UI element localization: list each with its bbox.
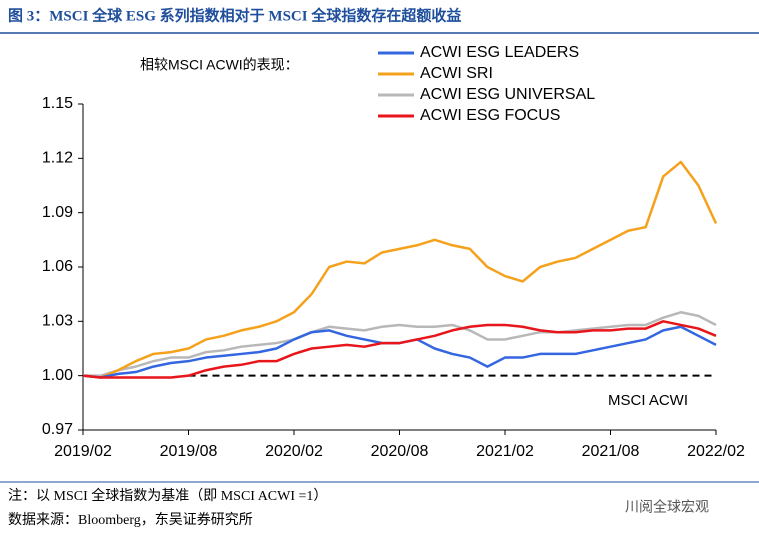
source: 数据来源：Bloomberg，东吴证券研究所: [8, 512, 253, 528]
x-tick-label: 2019/08: [160, 443, 218, 460]
series-line: [82, 160, 718, 379]
y-tick-label: 1.09: [42, 204, 73, 221]
x-tick-label: 2020/08: [371, 443, 429, 460]
y-tick-label: 1.15: [42, 95, 73, 112]
baseline-label: MSCI ACWI: [608, 392, 688, 409]
x-tick-label: 2019/02: [54, 443, 112, 460]
x-tick-label: 2022/02: [687, 443, 745, 460]
y-tick-label: 1.06: [42, 258, 73, 275]
watermark: 川阅全球宏观: [625, 499, 709, 515]
legend-label: ACWI SRI: [420, 65, 493, 82]
y-tick-label: 0.97: [42, 421, 73, 438]
y-tick-label: 1.00: [42, 367, 73, 384]
legend-label: ACWI ESG UNIVERSAL: [420, 86, 595, 103]
x-tick-label: 2020/02: [265, 443, 323, 460]
series-line: [83, 311, 717, 377]
y-tick-label: 1.12: [42, 150, 73, 167]
series-line: [82, 325, 717, 379]
chart-title: 图 3：MSCI 全球 ESG 系列指数相对于 MSCI 全球指数存在超额收益: [8, 6, 461, 24]
legend-label: ACWI ESG LEADERS: [420, 44, 579, 61]
x-tick-label: 2021/08: [582, 443, 640, 460]
legend-label: ACWI ESG FOCUS: [420, 107, 560, 124]
series-line: [82, 320, 717, 379]
y-tick-label: 1.03: [42, 313, 73, 330]
x-tick-label: 2021/02: [476, 443, 534, 460]
subtitle: 相较MSCI ACWI的表现：: [140, 57, 299, 73]
note: 注：以 MSCI 全球指数为基准（即 MSCI ACWI =1）: [8, 487, 327, 504]
